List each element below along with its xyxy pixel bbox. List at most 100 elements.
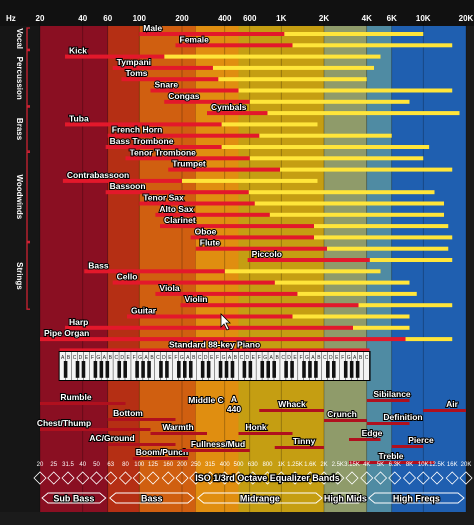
range-label: Bass <box>141 494 163 504</box>
instrument-label: Bassoon <box>110 181 146 191</box>
instrument-label: Contrabassoon <box>67 170 129 180</box>
eq-band-label: 630 <box>248 462 259 468</box>
piano-key-letter: B <box>109 355 113 361</box>
piano-key-letter: G <box>96 355 100 361</box>
fundamental-bar <box>160 224 314 229</box>
harmonic-bar <box>224 269 381 274</box>
piano-key-letter: E <box>335 355 339 361</box>
descriptor-label: Sibilance <box>373 389 411 399</box>
instrument-label: Violin <box>184 294 207 304</box>
eq-band-label: 50 <box>93 462 100 468</box>
instrument-label: Tuba <box>69 113 89 123</box>
harmonic-bar <box>249 156 424 161</box>
piano-black-key <box>242 361 247 378</box>
piano-white-key <box>65 352 72 380</box>
piano-white-key <box>172 352 179 380</box>
piano-white-key <box>190 352 197 380</box>
instrument-label: Cymbals <box>211 102 247 112</box>
descriptor-label: Honk <box>245 422 267 432</box>
piano-key-letter: A <box>311 355 315 361</box>
eq-band-diamond <box>118 471 133 485</box>
fundamental-bar <box>207 111 268 116</box>
piano-key-letter: G <box>138 355 142 361</box>
eq-band-label: 200 <box>177 462 188 468</box>
range-arrow <box>109 492 195 504</box>
harmonic-bar <box>358 303 453 308</box>
group-label: Strings <box>15 262 24 290</box>
eq-band-diamond <box>416 471 430 485</box>
harmonic-bar <box>182 178 318 183</box>
instrument-label: Flute <box>200 238 221 248</box>
harmonic-bar <box>218 77 367 82</box>
top-axis-tick-label: 20 <box>36 14 45 23</box>
piano-white-key <box>250 352 256 380</box>
piano-white-key <box>178 352 185 380</box>
piano-white-key <box>131 352 137 380</box>
fundamental-bar <box>190 235 314 240</box>
harmonic-bar <box>292 43 453 48</box>
piano-black-key <box>349 361 354 378</box>
piano-black-key <box>332 361 336 378</box>
piano-white-key <box>83 352 90 380</box>
piano-key-letter: A <box>103 355 107 361</box>
descriptor-label: Treble <box>378 451 403 461</box>
instrument-label: Alto Sax <box>159 204 193 214</box>
eq-band-diamond <box>303 471 317 485</box>
fundamental-bar <box>195 246 328 251</box>
descriptor-label: Air <box>446 399 459 409</box>
instrument-label: Guitar <box>131 306 157 316</box>
descriptor-range-bar <box>40 402 126 405</box>
eq-band-label: 31.5 <box>62 462 74 468</box>
mouse-cursor-icon <box>220 313 231 331</box>
fundamental-bar <box>180 303 359 308</box>
fundamental-bar <box>65 54 165 59</box>
piano-black-key <box>99 361 104 378</box>
piano-key-letter: C <box>114 355 118 361</box>
piano-white-key <box>292 352 298 380</box>
frequency-range-bands: Sub Bass Bass Midrange High Mids High Freqs <box>41 492 465 505</box>
instrument-label: Piccolo <box>252 249 282 259</box>
piano-black-key <box>135 361 139 378</box>
eq-band-diamond <box>231 471 246 485</box>
eq-band-diamond <box>203 471 217 485</box>
piano-key-letter: B <box>192 355 196 361</box>
piano-white-key <box>238 352 244 380</box>
piano-black-key <box>177 361 181 378</box>
eq-band-label: 100 <box>134 462 145 468</box>
eq-band-diamond <box>402 471 417 485</box>
eq-band-diamond <box>189 471 203 485</box>
descriptor-label: Fullness/Mud <box>191 439 245 449</box>
piano-white-key <box>149 352 155 380</box>
piano-white-key <box>226 352 233 380</box>
descriptor-range-bar <box>238 432 293 435</box>
top-axis-tick-label: 4K <box>362 14 372 23</box>
eq-band-diamond <box>175 471 189 485</box>
fundamental-bar <box>112 65 213 70</box>
piano-black-key <box>188 361 193 378</box>
instrument-label: Tenor Trombone <box>129 147 196 157</box>
piano-black-key <box>183 361 187 378</box>
piano-key-letter: E <box>127 355 131 361</box>
eq-band-label: 80 <box>122 462 129 468</box>
piano-black-key <box>218 361 223 378</box>
eq-band-label: 25 <box>50 462 57 468</box>
range-arrow <box>368 492 465 504</box>
harmonic-bar <box>164 54 381 59</box>
harmonic-bar <box>405 337 453 342</box>
piano-key-letter: F <box>299 355 302 361</box>
piano-black-key <box>248 361 253 378</box>
eq-band-label: 3.15K <box>344 462 360 468</box>
piano-white-key <box>214 352 221 380</box>
piano-key-letter: B <box>234 355 238 361</box>
instrument-label: Cello <box>117 272 138 282</box>
top-axis-tick-label: 400 <box>218 14 232 23</box>
fundamental-bar <box>105 190 249 195</box>
piano-white-key <box>184 352 191 380</box>
piano-key-letter: C <box>365 355 369 361</box>
eq-band-label: 40 <box>79 462 86 468</box>
piano-key-letter: A <box>270 355 274 361</box>
eq-band-diamond <box>161 471 175 485</box>
eq-band-diamond <box>459 471 473 485</box>
eq-band-diamond <box>246 471 260 485</box>
